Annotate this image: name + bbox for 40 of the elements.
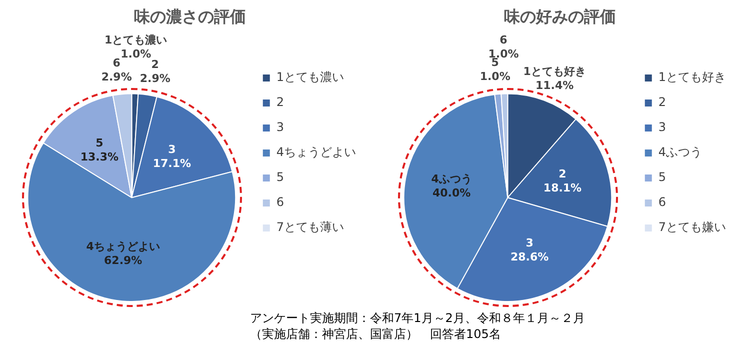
data-label: 2.9% bbox=[140, 72, 170, 85]
legend-label: 4ちょうどよい bbox=[276, 145, 356, 160]
slice-label: 2 bbox=[558, 167, 566, 180]
slice-label: 2 bbox=[151, 58, 159, 71]
slice-label: 3 bbox=[526, 236, 534, 250]
legend-label: 2 bbox=[276, 95, 284, 110]
slice-label: 1とても好き bbox=[523, 64, 586, 78]
data-label: 28.6% bbox=[510, 250, 549, 264]
slice-label: 5 bbox=[96, 136, 104, 150]
data-label: 40.0% bbox=[432, 186, 471, 200]
legend-label: 2 bbox=[658, 95, 666, 110]
legend-label: 5 bbox=[658, 170, 666, 184]
slice-label: 6 bbox=[112, 56, 121, 70]
legend-label: 7とても薄い bbox=[276, 220, 344, 234]
slice-label: 6 bbox=[500, 34, 508, 47]
data-label: 2.9% bbox=[101, 70, 132, 84]
slice-label: 4ちょうどよい bbox=[86, 240, 160, 253]
slice-label: 1とても濃い bbox=[104, 34, 168, 47]
legend-label: 3 bbox=[658, 120, 666, 134]
data-label: 1.0% bbox=[480, 70, 510, 84]
legend-label: 6 bbox=[658, 195, 666, 210]
slice-label: 4ふつう bbox=[431, 172, 472, 186]
data-label: 1.0% bbox=[120, 48, 152, 61]
text: （実施店舗：神宮店、国富店） 回答者105名 bbox=[250, 326, 502, 342]
data-label: 11.4% bbox=[535, 78, 574, 92]
text: アンケート実施期間：令和7年1月～2月、令和８年１月～２月 bbox=[250, 310, 586, 326]
legend-label: 3 bbox=[276, 120, 284, 134]
legend-label: 5 bbox=[276, 170, 284, 184]
chart-title: 味の好みの評価 bbox=[504, 6, 616, 26]
data-label: 18.1% bbox=[543, 181, 582, 194]
legend-label: 7とても嫌い bbox=[658, 220, 726, 234]
data-label: 17.1% bbox=[152, 156, 192, 170]
legend-label: 1とても好き bbox=[658, 70, 726, 84]
slice-label: 3 bbox=[168, 142, 176, 156]
legend-label: 1とても濃い bbox=[276, 70, 344, 84]
chart-title: 味の濃さの評価 bbox=[134, 6, 246, 26]
data-label: 62.9% bbox=[104, 254, 142, 267]
legend-label: 4ふつう bbox=[658, 145, 702, 160]
data-label: 13.3% bbox=[80, 150, 119, 164]
legend-label: 6 bbox=[276, 195, 284, 210]
